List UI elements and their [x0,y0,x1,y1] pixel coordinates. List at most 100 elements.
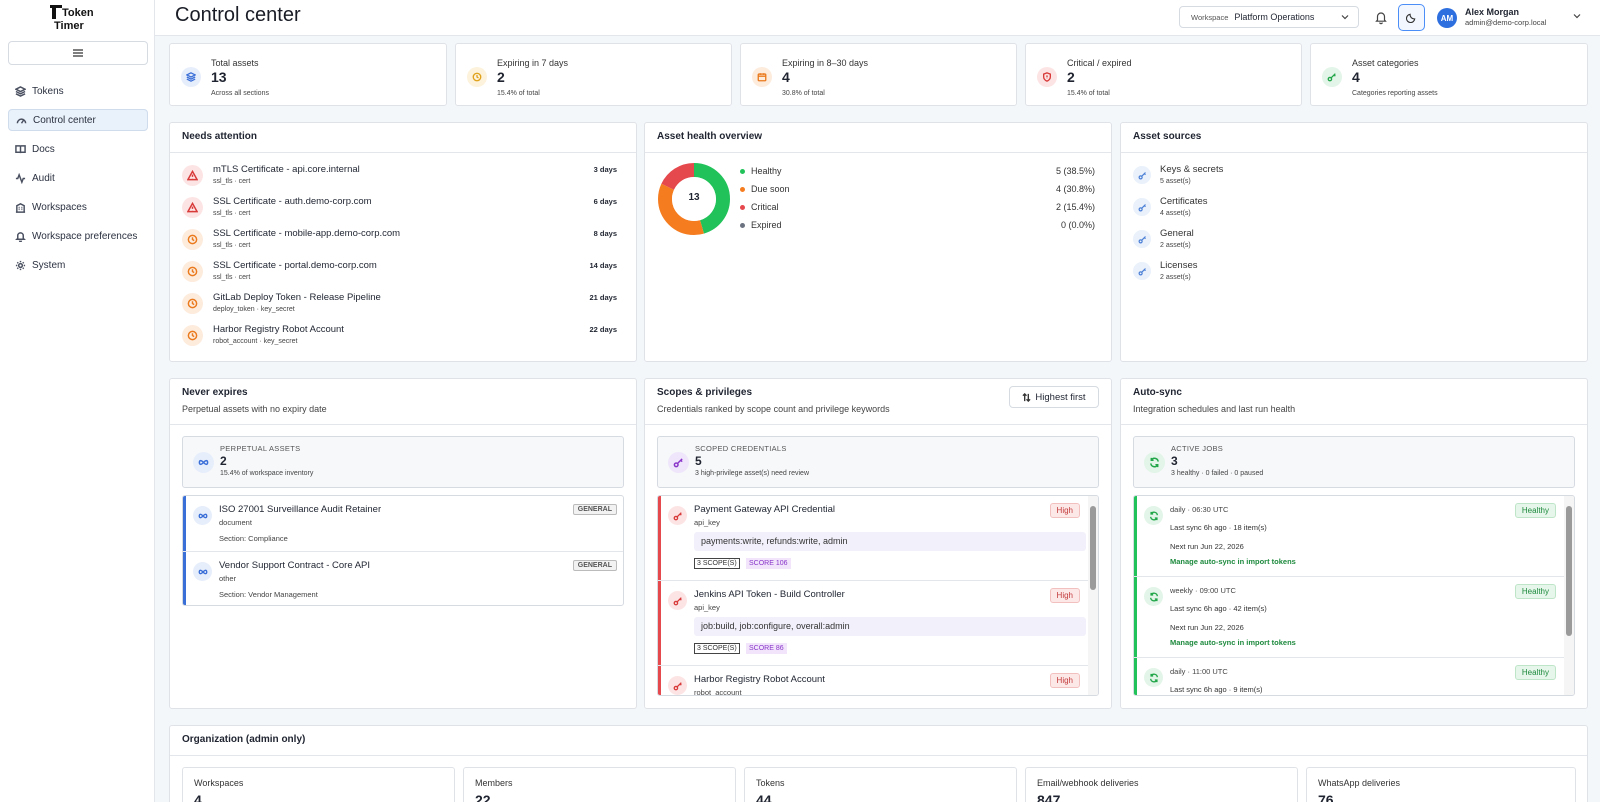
org-card-label: Members [475,778,513,788]
key-icon [1133,230,1151,248]
notifications-bell-icon[interactable] [1373,9,1389,25]
attention-item[interactable]: GitLab Deploy Token - Release Pipeline d… [182,290,617,318]
attention-item[interactable]: SSL Certificate - portal.demo-corp.com s… [182,258,617,286]
org-card-value: 76 [1318,792,1334,802]
list-item[interactable]: weekly · 09:00 UTC Last sync 6h ago · 42… [1134,577,1574,658]
sidebar-item-docs[interactable]: Docs [8,138,148,160]
user-name[interactable]: Alex Morgan [1465,7,1520,17]
sync-next-run: Next run Jun 22, 2026 [1170,623,1244,632]
scoped-summary: SCOPED CREDENTIALS 5 3 high-privilege as… [657,436,1099,488]
list-item[interactable]: daily · 06:30 UTC Last sync 6h ago · 18 … [1134,496,1574,577]
workspace-select[interactable]: Workspace Platform Operations [1179,6,1359,28]
donut-segment-due-soon [658,163,730,235]
scoped-list[interactable]: Payment Gateway API Credential api_key H… [657,495,1099,696]
source-item[interactable]: Licenses 2 asset(s) [1133,258,1333,286]
legend-row-healthy: Healthy 5 (38.5%) [740,165,1095,179]
scrollbar[interactable] [1088,496,1098,695]
source-count: 5 asset(s) [1160,178,1191,185]
sidebar-item-audit[interactable]: Audit [8,167,148,189]
sidebar-item-label: System [32,259,66,271]
stat-value: 13 [211,69,227,85]
app-logo[interactable]: Token Timer [50,3,106,31]
workspace-select-label: Workspace [1191,12,1229,22]
org-card-workspaces: Workspaces 4 [182,767,455,802]
infinity-icon [193,562,212,581]
perpetual-list: ISO 27001 Surveillance Audit Retainer do… [182,495,624,606]
stat-sub: Across all sections [211,90,269,97]
privilege-badge: High [1049,588,1080,603]
svg-text:Token: Token [62,7,94,19]
summary-value: 3 [1171,454,1178,468]
health-donut-chart [658,163,730,235]
user-email: admin@demo-corp.local [1465,18,1547,27]
clock-icon [182,293,203,314]
panel-title: Never expires [182,387,248,398]
list-item[interactable]: Harbor Registry Robot Account robot_acco… [658,666,1098,695]
attention-item[interactable]: SSL Certificate - auth.demo-corp.com ssl… [182,194,617,222]
list-item[interactable]: daily · 11:00 UTC Last sync 6h ago · 9 i… [1134,658,1574,695]
category-tag: GENERAL [572,504,617,515]
sync-next-run: Next run Jun 22, 2026 [1170,542,1244,551]
stat-sub: 15.4% of total [497,90,540,97]
item-type: api_key [694,603,720,612]
sidebar-item-workspaces[interactable]: Workspaces [8,196,148,218]
item-type: other [219,574,237,583]
menu-toggle-button[interactable] [8,41,148,65]
scrollbar-thumb[interactable] [1566,506,1572,636]
source-name: Keys & secrets [1160,164,1224,175]
scrollbar[interactable] [1564,496,1574,695]
item-type: document [219,518,252,527]
panel-title: Scopes & privileges [657,387,753,398]
stat-label: Expiring in 8–30 days [782,58,869,68]
activity-icon [15,172,26,184]
sidebar-item-system[interactable]: System [8,254,148,276]
bell-icon [15,231,26,242]
sidebar-item-control-center[interactable]: Control center [8,109,148,131]
attention-item-sub: deploy_token · key_secret [213,306,295,313]
attention-item-title: SSL Certificate - auth.demo-corp.com [213,196,372,207]
sidebar-item-label: Control center [33,114,96,126]
sidebar-item-workspace-preferences[interactable]: Workspace preferences [8,225,148,247]
sidebar-item-tokens[interactable]: Tokens [8,80,148,102]
stat-value: 2 [1067,69,1075,85]
scrollbar-thumb[interactable] [1090,506,1096,590]
scopes-panel: Scopes & privileges Credentials ranked b… [644,378,1112,709]
legend-name: Critical [751,202,779,212]
attention-item[interactable]: mTLS Certificate - api.core.internal ssl… [182,162,617,190]
source-item[interactable]: General 2 asset(s) [1133,226,1333,254]
sync-job-list[interactable]: daily · 06:30 UTC Last sync 6h ago · 18 … [1133,495,1575,696]
manage-auto-sync-link[interactable]: Manage auto-sync in import tokens [1170,557,1296,566]
list-item[interactable]: Jenkins API Token - Build Controller api… [658,581,1098,666]
infinity-icon [193,452,214,473]
sidebar-item-label: Workspaces [32,201,87,213]
avatar[interactable]: AM [1437,8,1457,28]
chevron-down-icon[interactable] [1573,12,1581,20]
list-item[interactable]: ISO 27001 Surveillance Audit Retainer do… [183,496,623,552]
source-item[interactable]: Keys & secrets 5 asset(s) [1133,162,1333,190]
sidebar-item-label: Tokens [32,85,64,97]
stat-label: Total assets [211,58,259,68]
list-item[interactable]: Payment Gateway API Credential api_key H… [658,496,1098,581]
legend-dot [740,223,745,228]
attention-item[interactable]: Harbor Registry Robot Account robot_acco… [182,322,617,350]
legend-row-critical: Critical 2 (15.4%) [740,201,1095,215]
sync-last-run: Last sync 6h ago · 9 item(s) [1170,685,1263,694]
list-item[interactable]: Vendor Support Contract - Core API other… [183,552,623,605]
legend-value: 2 (15.4%) [1055,202,1095,212]
source-item[interactable]: Certificates 4 asset(s) [1133,194,1333,222]
org-card-whatsapp-deliveries: WhatsApp deliveries 76 [1306,767,1576,802]
panel-subtitle: Credentials ranked by scope count and pr… [657,404,890,414]
org-card-tokens: Tokens 44 [744,767,1017,802]
page-title: Control center [175,4,301,26]
building-icon [15,202,26,213]
theme-toggle-button[interactable] [1398,4,1425,31]
legend-dot [740,169,745,174]
book-icon [15,144,26,153]
shield-icon [1037,67,1057,87]
workspace-select-value: Platform Operations [1234,12,1315,22]
sort-highest-first-button[interactable]: Highest first [1009,386,1099,408]
manage-auto-sync-link[interactable]: Manage auto-sync in import tokens [1170,638,1296,647]
attention-item[interactable]: SSL Certificate - mobile-app.demo-corp.c… [182,226,617,254]
summary-label: SCOPED CREDENTIALS [695,444,787,453]
legend-name: Healthy [751,166,782,176]
